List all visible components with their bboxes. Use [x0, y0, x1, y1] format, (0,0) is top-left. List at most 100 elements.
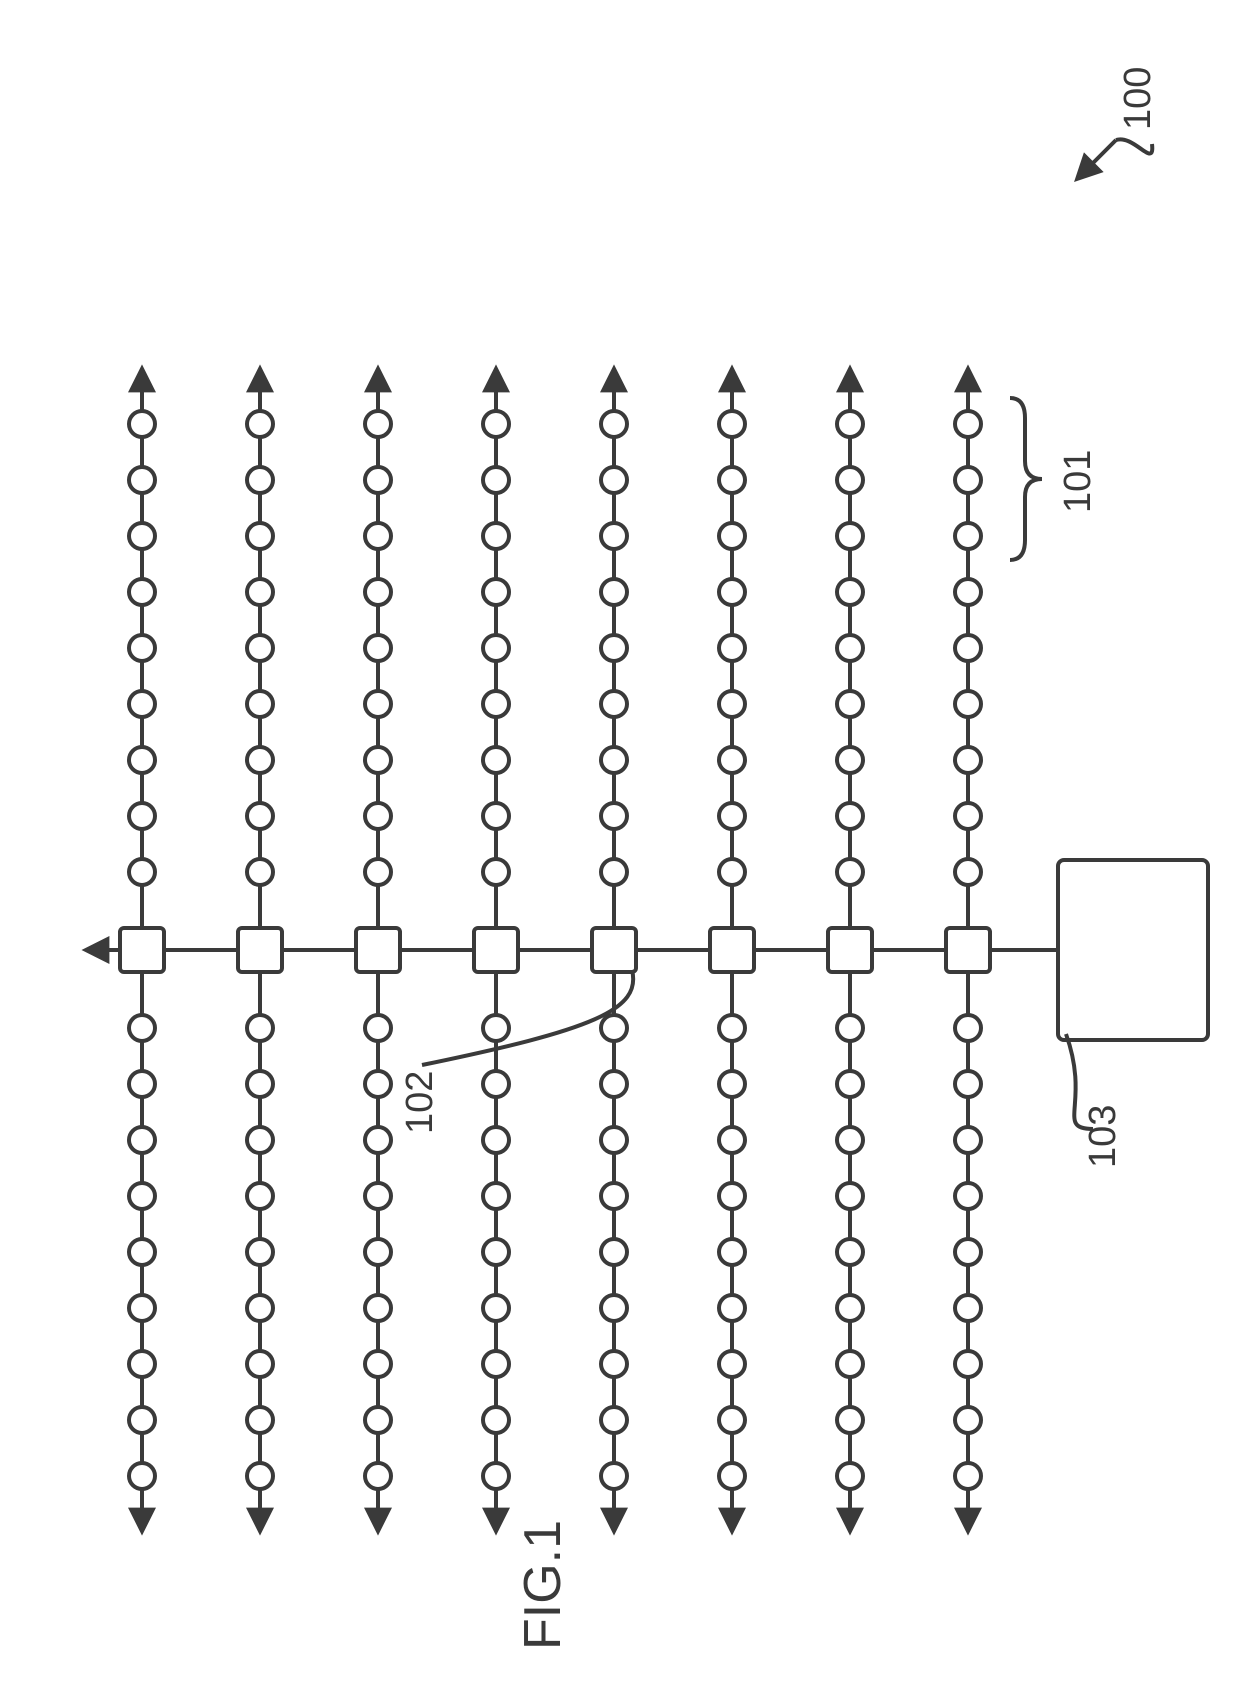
branch-node [483, 411, 509, 437]
branch-node [955, 635, 981, 661]
element-bracket [1010, 398, 1042, 560]
branch-node [129, 803, 155, 829]
branch-node [129, 523, 155, 549]
branch-node [129, 1239, 155, 1265]
branch-node [247, 1071, 273, 1097]
branch-node [483, 1127, 509, 1153]
branch-node [365, 579, 391, 605]
branch-node [719, 1463, 745, 1489]
branch-node [719, 635, 745, 661]
branch-node [601, 1127, 627, 1153]
branch-node [247, 1407, 273, 1433]
branch-node [483, 1463, 509, 1489]
branch-node [601, 691, 627, 717]
branch-node [955, 803, 981, 829]
junction-box [474, 928, 518, 972]
branch-node [365, 1407, 391, 1433]
branch-node [837, 411, 863, 437]
branch-node [247, 859, 273, 885]
branch-node [247, 467, 273, 493]
branch-node [483, 1351, 509, 1377]
branch-node [719, 1407, 745, 1433]
branch-node [129, 1183, 155, 1209]
branch-node [483, 1239, 509, 1265]
branch-node [719, 859, 745, 885]
branch-node [601, 523, 627, 549]
junction-box [120, 928, 164, 972]
branch-node [955, 1127, 981, 1153]
branch-node [365, 635, 391, 661]
branch-node [365, 1295, 391, 1321]
branch-node [247, 1239, 273, 1265]
branch-node [247, 1295, 273, 1321]
branch-node [365, 747, 391, 773]
branch-node [955, 1183, 981, 1209]
branch-node [955, 859, 981, 885]
branch-node [837, 1407, 863, 1433]
branch-node [601, 1183, 627, 1209]
branch-node [247, 635, 273, 661]
branch-node [719, 1015, 745, 1041]
branch-node [483, 523, 509, 549]
branch-node [483, 1295, 509, 1321]
branch-node [837, 747, 863, 773]
branch-node [955, 411, 981, 437]
branch-node [601, 467, 627, 493]
label-102: 102 [399, 1071, 441, 1134]
branch-node [365, 803, 391, 829]
branch-node [129, 1463, 155, 1489]
branch-node [483, 1071, 509, 1097]
branch-node [365, 1239, 391, 1265]
branch-node [719, 691, 745, 717]
branch-node [483, 859, 509, 885]
figure-svg: 100101102103FIG.1 [0, 0, 1240, 1692]
branch-node [365, 1463, 391, 1489]
branch-node [365, 467, 391, 493]
branch-node [365, 523, 391, 549]
branch-node [955, 747, 981, 773]
leader-102 [422, 970, 633, 1065]
branch-node [483, 803, 509, 829]
branch-node [955, 691, 981, 717]
branch-node [719, 803, 745, 829]
branch-node [955, 579, 981, 605]
branch-node [601, 1015, 627, 1041]
branch-node [483, 467, 509, 493]
branch-node [129, 1351, 155, 1377]
branch-node [601, 635, 627, 661]
branch-node [601, 1071, 627, 1097]
branch-node [483, 579, 509, 605]
branch-node [365, 1015, 391, 1041]
branch-node [129, 859, 155, 885]
branch-node [719, 523, 745, 549]
branch-node [365, 1351, 391, 1377]
branch-node [837, 691, 863, 717]
label-103: 103 [1082, 1105, 1124, 1168]
branch-node [719, 1351, 745, 1377]
branch-node [247, 691, 273, 717]
branch-node [247, 1015, 273, 1041]
branch-node [955, 1407, 981, 1433]
branch-node [837, 1127, 863, 1153]
branch-node [247, 1351, 273, 1377]
branch-node [365, 1127, 391, 1153]
branch-node [483, 1407, 509, 1433]
branch-node [719, 1295, 745, 1321]
branch-node [837, 579, 863, 605]
terminal-box [1058, 860, 1208, 1040]
branch-node [955, 1295, 981, 1321]
branch-node [129, 411, 155, 437]
branch-node [601, 1295, 627, 1321]
branch-node [719, 1239, 745, 1265]
branch-node [129, 1295, 155, 1321]
branch-node [129, 1407, 155, 1433]
branch-node [247, 579, 273, 605]
branch-node [837, 1071, 863, 1097]
branch-node [129, 579, 155, 605]
branch-node [955, 1351, 981, 1377]
branch-node [129, 1127, 155, 1153]
branch-node [955, 1239, 981, 1265]
branch-node [837, 803, 863, 829]
branch-node [837, 635, 863, 661]
branch-node [247, 803, 273, 829]
